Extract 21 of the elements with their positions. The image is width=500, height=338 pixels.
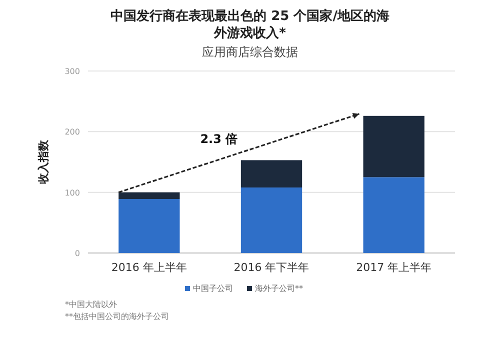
legend-label: 海外子公司** [255, 284, 303, 293]
text: *中国大陆以外 [65, 300, 117, 309]
x-tick-label: 2017 年上半年 [356, 261, 432, 274]
text: **包括中国公司的海外子公司 [65, 312, 169, 321]
y-tick-label: 100 [64, 188, 80, 198]
y-axis-title: 收入指数 [37, 139, 50, 184]
bar [118, 192, 180, 200]
bar [240, 160, 302, 188]
bar [363, 116, 424, 178]
legend-label: 中国子公司 [193, 284, 233, 293]
y-tick-label: 0 [74, 249, 80, 258]
y-tick-label: 200 [64, 128, 80, 137]
bar [118, 199, 180, 253]
y-tick-label: 300 [64, 67, 80, 76]
x-tick-label: 2016 年上半年 [111, 261, 187, 274]
bar [240, 187, 302, 253]
annotation: 2.3 倍 [200, 132, 238, 146]
chart-title: 中国发行商在表现最出色的 25 个国家/地区的海外游戏收入* [110, 8, 390, 42]
chart-subtitle: 应用商店综合数据 [201, 44, 299, 61]
x-tick-label: 2016 年下半年 [234, 261, 310, 274]
bar [363, 177, 424, 253]
